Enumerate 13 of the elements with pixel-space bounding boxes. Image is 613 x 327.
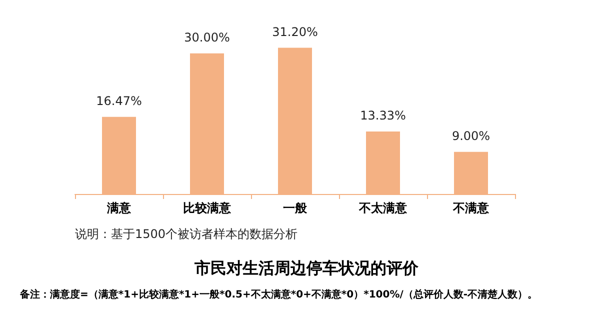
x-tick-label: 满意 (106, 201, 132, 215)
data-label: 13.33% (360, 108, 406, 123)
data-label: 16.47% (96, 94, 142, 108)
x-tick-label: 比较满意 (183, 201, 232, 215)
text: 说明：基于1500个被访者样本的数据分析 (75, 227, 298, 241)
text: 市民对生活周边停车状况的评价 (194, 258, 420, 278)
data-label: 9.00% (452, 128, 490, 143)
data-label: 30.00% (184, 30, 230, 44)
x-tick-label: 不满意 (452, 201, 490, 215)
data-label: 31.20% (272, 24, 318, 39)
x-tick-label: 不太满意 (358, 201, 408, 215)
x-tick-label: 一般 (283, 201, 308, 215)
text: 备注：满意度=（满意*1+比较满意*1+一般*0.5+不太满意*0+不满意*0）*100%/（总评价人数-不清楚人数）。 (19, 288, 538, 300)
